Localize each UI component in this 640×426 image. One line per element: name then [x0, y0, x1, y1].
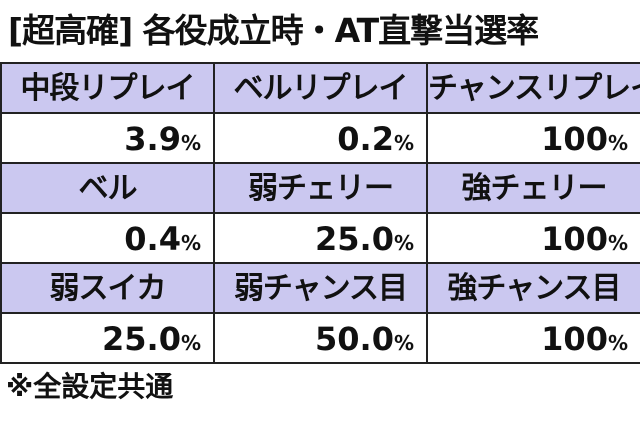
rate-value: 100: [541, 120, 608, 158]
rate-value: 0.2: [337, 120, 394, 158]
value-cell: 50.0%: [215, 314, 428, 364]
rate-unit: %: [180, 331, 201, 355]
header-cell: 中段リプレイ: [2, 64, 215, 114]
rate-value: 100: [541, 220, 608, 258]
rate-unit: %: [393, 131, 414, 155]
rate-value: 3.9: [124, 120, 181, 158]
header-cell: 弱チェリー: [215, 164, 428, 214]
value-cell: 25.0%: [2, 314, 215, 364]
header-cell: 強チェリー: [428, 164, 640, 214]
rate-value: 100: [541, 320, 608, 358]
value-cell: 3.9%: [2, 114, 215, 164]
header-cell: 弱チャンス目: [215, 264, 428, 314]
header-cell: 弱スイカ: [2, 264, 215, 314]
value-cell: 100%: [428, 114, 640, 164]
value-cell: 100%: [428, 314, 640, 364]
rate-table: 中段リプレイ ベルリプレイ チャンスリプレイ 3.9% 0.2% 100% ベル 弱チェリー強…: [0, 62, 640, 364]
title: [超高確] 各役成立時・AT直撃当選率: [8, 11, 539, 50]
value-cell: 100%: [428, 214, 640, 264]
value-cell: 25.0%: [215, 214, 428, 264]
header-cell: チャンスリプレイ: [428, 64, 640, 114]
rate-unit: %: [180, 231, 201, 255]
rate-value: 25.0: [315, 220, 394, 258]
rate-unit: %: [393, 331, 414, 355]
rate-unit: %: [393, 231, 414, 255]
value-cell: 0.2%: [215, 114, 428, 164]
header-cell: ベル: [2, 164, 215, 214]
rate-unit: %: [180, 131, 201, 155]
rate-value: 0.4: [124, 220, 181, 258]
rate-unit: %: [607, 331, 628, 355]
rate-unit: %: [607, 231, 628, 255]
rate-value: 25.0: [102, 320, 181, 358]
footnote: ※全設定共通: [6, 370, 174, 403]
value-cell: 0.4%: [2, 214, 215, 264]
rate-unit: %: [607, 131, 628, 155]
header-cell: ベルリプレイ: [215, 64, 428, 114]
header-cell: 強チャンス目: [428, 264, 640, 314]
rate-value: 50.0: [315, 320, 394, 358]
